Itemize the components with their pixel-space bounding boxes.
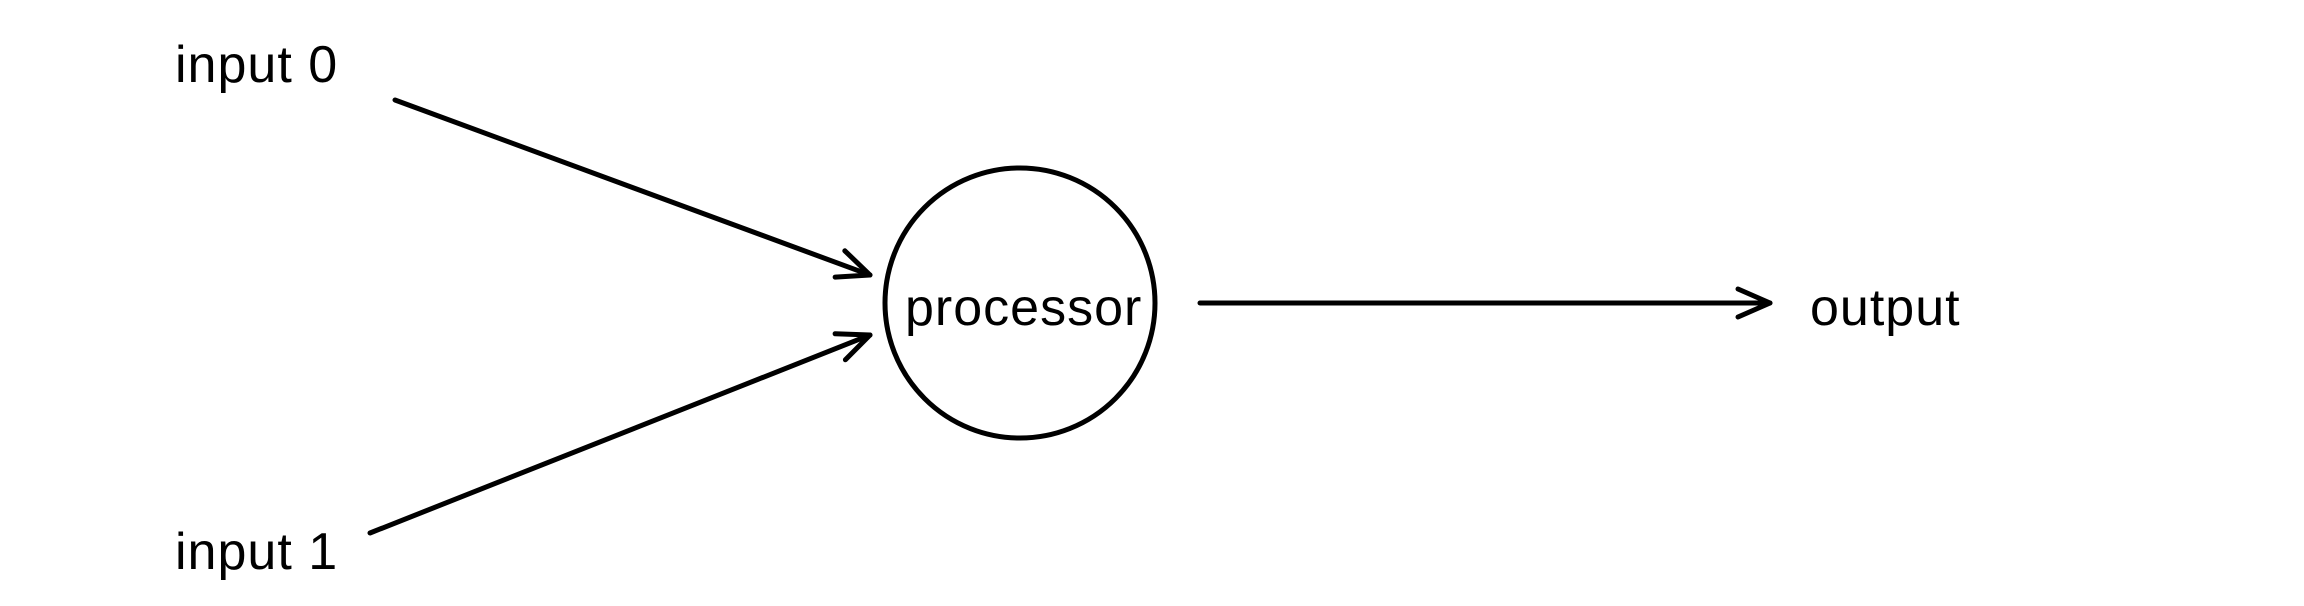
output-label: output [1810, 278, 1961, 338]
input0-to-processor-arrowhead [835, 275, 870, 277]
processor-label: processor [905, 278, 1142, 338]
input0-label: input 0 [175, 35, 338, 95]
input1-to-processor [370, 336, 868, 533]
flowchart-diagram: input 0 input 1 processor output [0, 0, 2304, 606]
input1-to-processor-arrowhead [835, 334, 870, 335]
input1-label: input 1 [175, 522, 338, 582]
input0-to-processor [395, 100, 868, 274]
